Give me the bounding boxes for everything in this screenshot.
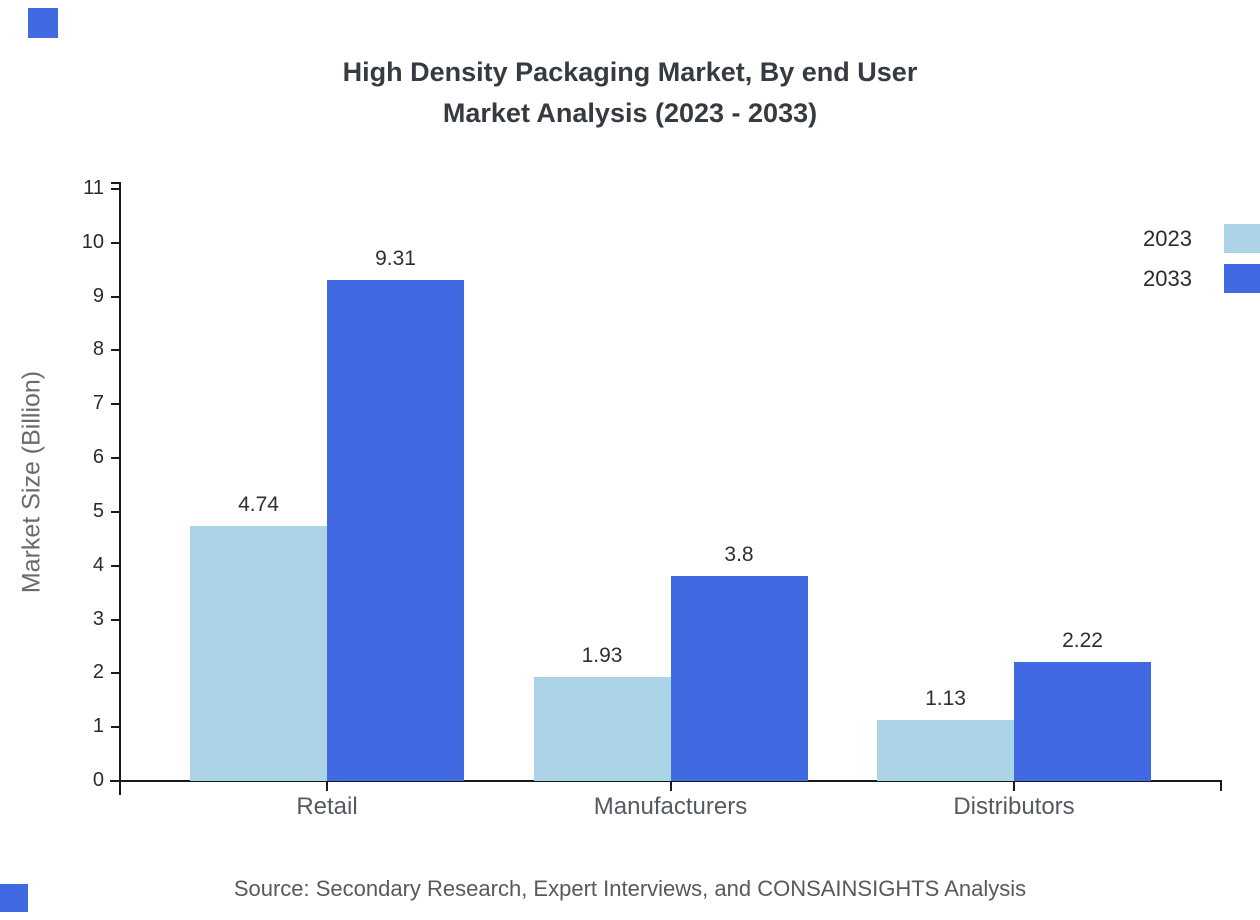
category-label-retail: Retail bbox=[296, 793, 358, 820]
y-axis-tick bbox=[111, 618, 120, 621]
y-axis-tick bbox=[111, 510, 120, 513]
bar-2033-distributors bbox=[1014, 661, 1151, 781]
y-axis-title: Market Size (Billion) bbox=[17, 370, 46, 594]
y-axis-tick-label: 0 bbox=[92, 769, 104, 791]
y-axis-tick-label: 2 bbox=[92, 661, 104, 684]
category-label-distributors: Distributors bbox=[953, 793, 1075, 820]
bar-value-2023-retail: 4.74 bbox=[238, 492, 279, 516]
legend-swatch-2023 bbox=[1224, 224, 1260, 253]
x-axis-line bbox=[110, 780, 1222, 782]
y-axis-tick bbox=[111, 188, 120, 190]
y-axis-end-tick bbox=[111, 182, 120, 184]
bar-2023-distributors bbox=[877, 720, 1014, 781]
category-label-manufacturers: Manufacturers bbox=[593, 793, 748, 820]
y-axis-tick-label: 1 bbox=[92, 715, 104, 738]
bar-value-2033-retail: 9.31 bbox=[375, 246, 416, 270]
chart-title-line1: High Density Packaging Market, By end Us… bbox=[342, 57, 918, 87]
bar-value-2023-manufacturers: 1.93 bbox=[581, 644, 623, 668]
y-axis-tick-label: 5 bbox=[92, 499, 104, 522]
x-axis-tick bbox=[326, 782, 328, 791]
bar-value-2033-manufacturers: 3.8 bbox=[724, 543, 754, 567]
y-axis-tick bbox=[111, 780, 120, 782]
x-axis-tick bbox=[1013, 782, 1015, 791]
legend-swatch-2033 bbox=[1224, 264, 1260, 293]
y-axis-tick-label: 8 bbox=[92, 338, 104, 361]
corner-accent-top-left bbox=[28, 8, 58, 38]
source-note: Source: Secondary Research, Expert Inter… bbox=[233, 876, 1027, 901]
y-axis-tick bbox=[111, 457, 120, 460]
y-axis-tick bbox=[111, 295, 120, 298]
y-axis-tick bbox=[111, 564, 120, 567]
bar-2033-manufacturers bbox=[670, 576, 808, 781]
chart-title: High Density Packaging Market, By end Us… bbox=[0, 52, 1260, 134]
legend-label-2023: 2023 bbox=[1143, 226, 1192, 251]
chart-title-line2: Market Analysis (2023 - 2033) bbox=[442, 98, 818, 128]
y-axis-tick bbox=[111, 241, 120, 244]
y-axis-tick bbox=[111, 726, 120, 729]
bar-2033-retail bbox=[327, 279, 464, 781]
y-axis-line bbox=[119, 182, 121, 795]
legend-label-2033: 2033 bbox=[1143, 266, 1192, 291]
y-axis-tick bbox=[111, 403, 120, 406]
y-axis-tick-label: 7 bbox=[92, 392, 104, 415]
x-axis-tick bbox=[669, 782, 672, 791]
y-axis-tick bbox=[111, 672, 120, 675]
y-axis-tick-label: 4 bbox=[92, 553, 104, 576]
bar-value-2023-distributors: 1.13 bbox=[925, 687, 966, 711]
y-axis-tick bbox=[111, 349, 120, 352]
x-axis-end-tick bbox=[1220, 782, 1222, 791]
corner-accent-bottom-left bbox=[0, 884, 28, 912]
bar-2023-manufacturers bbox=[533, 677, 671, 781]
y-axis-tick-label: 11 bbox=[83, 177, 104, 199]
y-axis-tick-label: 9 bbox=[92, 284, 104, 307]
bar-value-2033-distributors: 2.22 bbox=[1062, 628, 1103, 652]
y-axis-tick-label: 10 bbox=[81, 230, 104, 253]
y-axis-tick-label: 6 bbox=[92, 446, 104, 469]
y-axis-tick-label: 3 bbox=[92, 607, 104, 630]
bar-2023-retail bbox=[190, 525, 327, 781]
